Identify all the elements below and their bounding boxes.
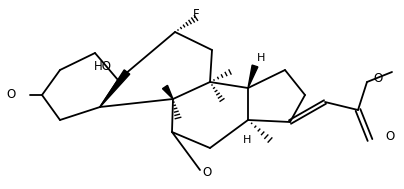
Text: O: O xyxy=(385,130,394,143)
Text: F: F xyxy=(193,8,199,20)
Polygon shape xyxy=(100,70,130,107)
Text: O: O xyxy=(373,73,382,85)
Polygon shape xyxy=(248,65,258,88)
Text: H: H xyxy=(257,53,265,63)
Polygon shape xyxy=(162,85,173,99)
Text: O: O xyxy=(202,166,212,178)
Text: O: O xyxy=(7,88,16,101)
Text: HO: HO xyxy=(94,60,112,74)
Text: H: H xyxy=(243,135,251,145)
